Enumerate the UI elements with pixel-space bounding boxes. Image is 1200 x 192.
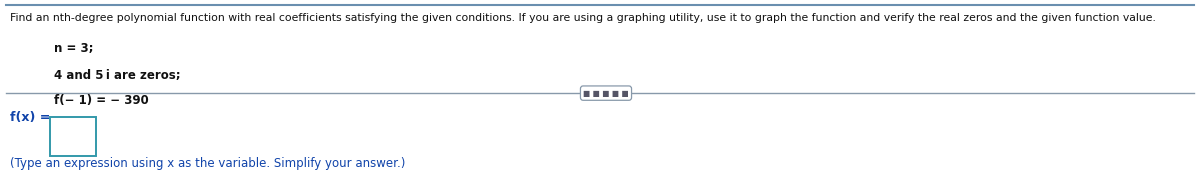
Text: 4 and 5 i are zeros;: 4 and 5 i are zeros; xyxy=(54,69,181,82)
Text: f(x) =: f(x) = xyxy=(10,111,50,124)
Text: n = 3;: n = 3; xyxy=(54,42,94,55)
Text: f(− 1) = − 390: f(− 1) = − 390 xyxy=(54,94,149,107)
Text: ■ ■ ■ ■ ■: ■ ■ ■ ■ ■ xyxy=(583,89,629,98)
Text: Find an nth-degree polynomial function with real coefficients satisfying the giv: Find an nth-degree polynomial function w… xyxy=(10,13,1156,23)
Text: (Type an expression using x as the variable. Simplify your answer.): (Type an expression using x as the varia… xyxy=(10,157,404,170)
FancyBboxPatch shape xyxy=(50,117,96,156)
